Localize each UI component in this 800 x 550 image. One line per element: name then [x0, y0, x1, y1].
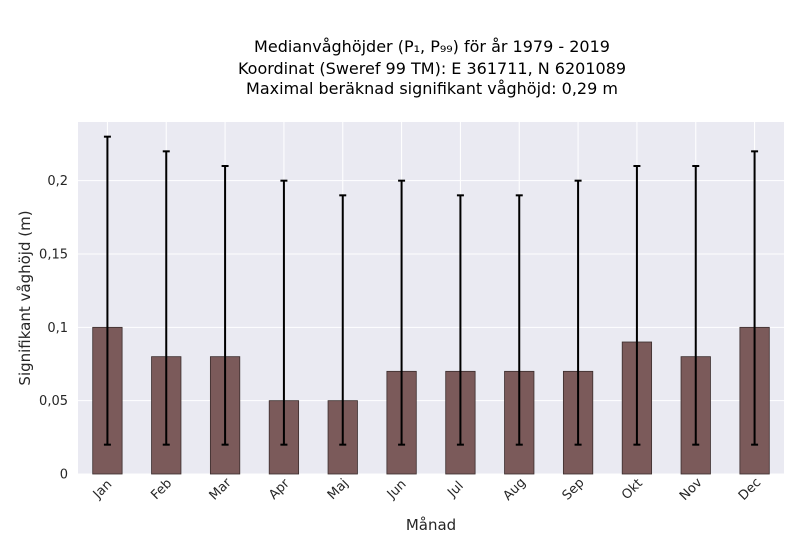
- error-bar-dec: [751, 150, 759, 446]
- x-tick-label: Jul: [444, 479, 466, 501]
- y-tick-label: 0,2: [47, 174, 68, 189]
- x-tick-label: Dec: [736, 475, 764, 503]
- error-bar-aug: [515, 194, 523, 446]
- x-axis-title: Månad: [406, 516, 456, 534]
- x-tick-label: Okt: [619, 476, 646, 503]
- error-bar-jul: [456, 194, 464, 446]
- title-line-2: Koordinat (Sweref 99 TM): E 361711, N 62…: [238, 59, 626, 78]
- y-axis-ticks: 0 0,05 0,1 0,15 0,2: [39, 174, 68, 482]
- x-tick-label: Nov: [677, 475, 706, 504]
- y-tick-label: 0,05: [39, 394, 68, 409]
- error-bar-feb: [162, 150, 170, 446]
- x-tick-label: Jan: [90, 477, 115, 502]
- error-bar-apr: [280, 179, 288, 446]
- y-tick-label: 0,1: [47, 321, 68, 336]
- y-tick-label: 0,15: [39, 248, 68, 263]
- x-tick-label: Jun: [384, 477, 410, 503]
- error-bar-maj: [339, 194, 347, 446]
- error-bar-jan: [103, 135, 111, 446]
- title-line-3: Maximal beräknad signifikant våghöjd: 0,…: [246, 79, 618, 98]
- x-tick-label: Feb: [148, 476, 175, 503]
- error-bar-jun: [398, 179, 406, 446]
- x-tick-label: Mar: [207, 475, 235, 503]
- x-tick-label: Aug: [500, 475, 529, 504]
- chart-title: Medianvåghöjder (P₁, P₉₉) för år 1979 - …: [238, 37, 626, 98]
- error-bars: [103, 135, 759, 446]
- error-bar-okt: [633, 165, 641, 446]
- error-bar-mar: [221, 165, 229, 446]
- x-tick-label: Sep: [560, 476, 588, 504]
- error-bar-nov: [692, 165, 700, 446]
- plot-area: [78, 122, 784, 474]
- x-tick-label: Apr: [266, 476, 293, 503]
- error-bar-sep: [574, 179, 582, 446]
- x-tick-label: Maj: [325, 476, 352, 503]
- y-axis-title: Signifikant våghöjd (m): [16, 210, 34, 385]
- x-axis-ticks: Jan Feb Mar Apr Maj Jun Jul Aug Sep Okt Nov Dec: [90, 475, 764, 504]
- title-line-1: Medianvåghöjder (P₁, P₉₉) för år 1979 - …: [254, 37, 610, 56]
- y-tick-label: 0: [60, 468, 68, 483]
